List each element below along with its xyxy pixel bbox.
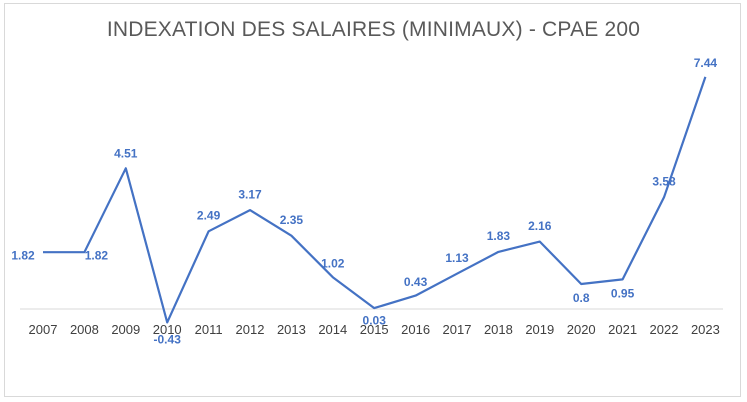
data-label-2016: 0.43	[404, 275, 428, 289]
x-tick-2022: 2022	[650, 322, 679, 337]
x-tick-2020: 2020	[567, 322, 596, 337]
data-label-2017: 1.13	[445, 251, 469, 265]
data-label-2023: 7.44	[694, 56, 718, 70]
x-tick-2021: 2021	[608, 322, 637, 337]
data-label-2019: 2.16	[528, 219, 552, 233]
data-label-2014: 1.02	[321, 256, 345, 270]
chart-frame	[4, 3, 741, 397]
series-line	[43, 76, 707, 324]
x-tick-2019: 2019	[525, 322, 554, 337]
data-label-2013: 2.35	[280, 213, 304, 227]
data-labels: 1.82 1.82 4.51 -0.43 2.49 3.17 2.35 1.02 0.03 0.4…	[11, 56, 718, 347]
x-tick-2015: 2015	[360, 322, 389, 337]
x-tick-2023: 2023	[691, 322, 720, 337]
x-tick-2018: 2018	[484, 322, 513, 337]
x-tick-2010: 2010	[153, 322, 182, 337]
data-label-2021: 0.95	[611, 287, 635, 301]
x-tick-2011: 2011	[195, 322, 223, 337]
data-label-2010: -0.43	[154, 333, 182, 347]
data-label-2012: 3.17	[238, 187, 262, 201]
x-tick-2016: 2016	[401, 322, 430, 337]
x-tick-2013: 2013	[277, 322, 306, 337]
chart-title: INDEXATION DES SALAIRES (MINIMAUX) - CPA…	[106, 18, 641, 41]
x-tick-2008: 2008	[70, 322, 99, 337]
x-tick-2012: 2012	[236, 322, 265, 337]
data-label-2011: 2.49	[197, 208, 221, 222]
x-tick-labels: 2007 2008 2009 2010 2011 2012 2013 2014 2015 2016…	[29, 322, 720, 337]
data-label-2020: 0.8	[573, 291, 590, 305]
x-tick-2017: 2017	[443, 322, 472, 337]
data-label-2009: 4.51	[114, 146, 138, 160]
x-tick-2009: 2009	[111, 322, 140, 337]
data-label-2018: 1.83	[487, 229, 511, 243]
x-tick-2007: 2007	[29, 322, 58, 337]
data-label-2022: 3.58	[652, 174, 676, 188]
data-label-2008: 1.82	[85, 248, 109, 262]
x-tick-2014: 2014	[318, 322, 347, 337]
data-label-2007: 1.82	[11, 248, 35, 262]
data-label-2015: 0.03	[363, 313, 387, 327]
